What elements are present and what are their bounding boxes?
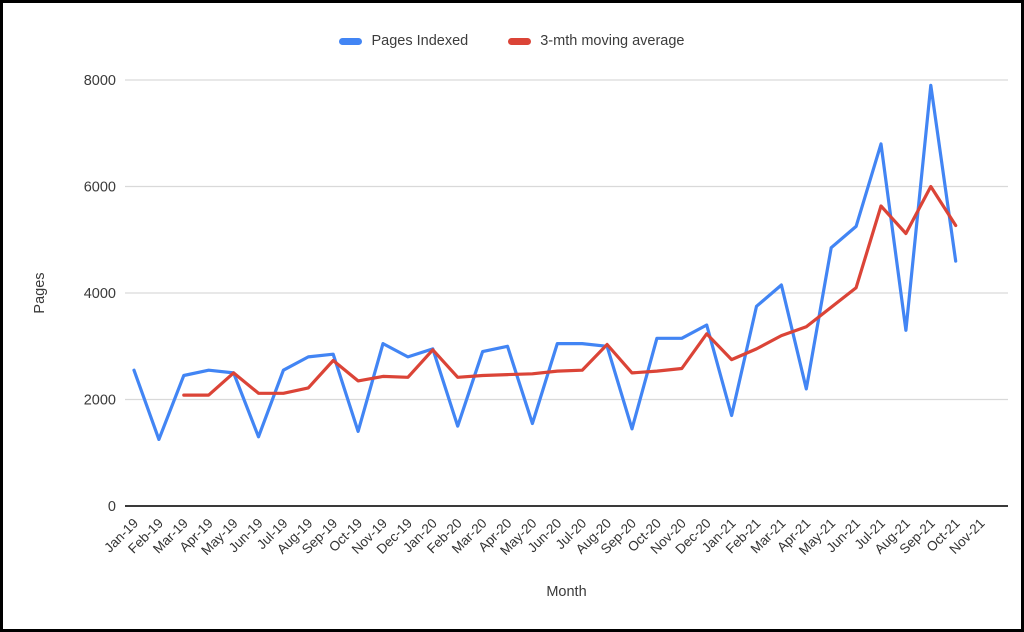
x-axis-title: Month [546,584,587,600]
y-tick-label: 4000 [84,286,116,302]
legend-item-pages-indexed[interactable]: Pages Indexed [339,33,468,49]
line-chart: 02000400060008000Jan-19Feb-19Mar-19Apr-1… [84,73,1008,558]
legend-label-moving-average: 3-mth moving average [540,33,685,49]
legend-label-pages-indexed: Pages Indexed [371,33,469,49]
chart-legend: Pages Indexed 3-mth moving average [3,33,1021,49]
y-tick-label: 6000 [84,180,116,196]
y-tick-label: 2000 [84,393,116,409]
legend-swatch-moving-average-icon [508,37,532,45]
series-line-3-mth-moving-average [182,184,958,397]
y-axis-title: Pages [32,272,48,314]
legend-item-moving-average[interactable]: 3-mth moving average [508,33,685,49]
series-line-pages-indexed [132,83,958,441]
y-tick-label: 0 [108,499,116,515]
legend-swatch-pages-indexed-icon [339,37,363,45]
y-tick-label: 8000 [84,73,116,89]
